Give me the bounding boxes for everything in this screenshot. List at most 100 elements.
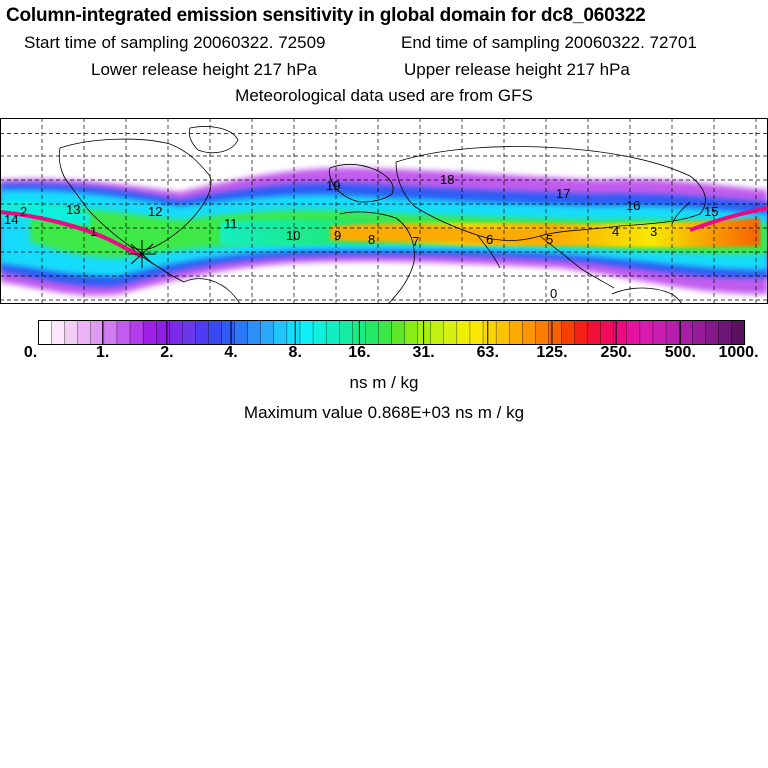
release-point-marker: [128, 240, 156, 268]
colorbar-cell: [142, 320, 157, 345]
colorbar-cell: [51, 320, 66, 345]
colorbar-cell: [430, 320, 445, 345]
colorbar-cell: [718, 320, 733, 345]
track-label: 15: [704, 204, 718, 219]
track-label: 0: [550, 286, 557, 301]
flight-track: [0, 206, 768, 268]
colorbar-cell: [731, 320, 746, 345]
track-label: 8: [368, 232, 375, 247]
colorbar-tick-label: 4.: [224, 344, 238, 361]
track-labels: 14 13 12 11 10 9 8 7 6 5 4 3 15 16 17 18…: [4, 172, 718, 301]
coast-greenland: [188, 126, 239, 154]
colorbar-tick-label: 250.: [600, 344, 632, 361]
colorbar-cell: [469, 320, 484, 345]
colorbar-tick-label: 63.: [476, 344, 499, 361]
colorbar-cell: [221, 320, 236, 345]
start-time-label: Start time of sampling 20060322. 72509: [24, 33, 326, 52]
colorbar-cell: [182, 320, 196, 345]
colorbar-cell: [155, 320, 170, 345]
colorbar-frame: [38, 320, 745, 345]
track-label: 17: [556, 186, 570, 201]
track-label: 4: [612, 224, 619, 239]
colorbar-cell: [77, 320, 92, 345]
colorbar-cell: [103, 320, 118, 345]
colorbar-cell: [378, 320, 393, 345]
track-label: 18: [440, 172, 454, 187]
colorbar-cell: [391, 320, 406, 345]
coastlines: [58, 126, 706, 304]
end-time-label: End time of sampling 20060322. 72701: [401, 33, 697, 52]
coast-asia: [395, 146, 706, 241]
colorbar-cell: [312, 320, 327, 345]
colorbar-cell: [665, 320, 680, 345]
track-label: 13: [66, 202, 80, 217]
track-label: 19: [326, 178, 340, 193]
colorbar-cell: [652, 320, 667, 345]
colorbar-tick-label: 500.: [664, 344, 696, 361]
graticule: [0, 118, 768, 304]
colorbar-cell: [365, 320, 380, 345]
colorbar-cell: [678, 320, 693, 345]
track-label: 5: [546, 232, 553, 247]
colorbar-cells: [38, 320, 746, 345]
colorbar-tick-label: 1000.: [718, 344, 759, 361]
sensitivity-map: 14 13 12 11 10 9 8 7 6 5 4 3 15 16 17 18…: [0, 118, 768, 304]
track-label: 1: [90, 224, 97, 239]
colorbar-cell: [260, 320, 275, 345]
colorbar-cell: [169, 320, 183, 345]
sensitivity-field: [0, 167, 768, 296]
colorbar-cell: [286, 320, 301, 345]
track-label: 6: [486, 232, 493, 247]
colorbar-tick-label: 2.: [160, 344, 174, 361]
track-label: 10: [286, 228, 300, 243]
track-label: 3: [650, 224, 657, 239]
track-label: 9: [334, 228, 341, 243]
colorbar-cell: [548, 320, 563, 345]
colorbar: [38, 320, 746, 345]
track-label: 12: [148, 204, 162, 219]
coast-africa: [339, 211, 415, 304]
colorbar-cell: [443, 320, 458, 345]
track-label: 7: [412, 234, 419, 249]
colorbar-cell: [339, 320, 353, 345]
plume-tail-left-cyan: [0, 200, 90, 226]
colorbar-cell: [495, 320, 510, 345]
plume-orange-hotspot: [330, 223, 560, 244]
track-label: 16: [626, 198, 640, 213]
colorbar-cell: [404, 320, 419, 345]
coast-japan: [671, 201, 691, 225]
track-label: 14: [4, 212, 18, 227]
colorbar-tick-label: 1.: [96, 344, 110, 361]
coast-south-america: [183, 278, 241, 304]
colorbar-cell: [456, 320, 471, 345]
met-data-label: Meteorological data used are from GFS: [235, 86, 533, 105]
coast-europe: [328, 164, 394, 203]
upper-release-height-label: Upper release height 217 hPa: [404, 60, 630, 79]
coast-southeast-asia: [539, 235, 615, 289]
flight-track-line-east: [689, 206, 768, 232]
lower-release-height-label: Lower release height 217 hPa: [91, 60, 317, 79]
colorbar-cell: [482, 320, 497, 345]
colorbar-cell: [600, 320, 615, 345]
colorbar-units: ns m / kg: [349, 373, 419, 392]
track-label: 2: [20, 204, 27, 219]
colorbar-tick-label: 8.: [288, 344, 302, 361]
colorbar-cell: [561, 320, 576, 345]
colorbar-tick-label: 0.: [23, 344, 38, 361]
colorbar-cell: [587, 320, 602, 345]
flight-track-line: [0, 210, 143, 258]
colorbar-cell: [626, 320, 641, 345]
colorbar-cell: [116, 320, 131, 345]
colorbar-tick-label: 125.: [536, 344, 568, 361]
colorbar-cell: [325, 320, 340, 345]
colorbar-cell: [38, 320, 53, 345]
colorbar-tick-label: 31.: [412, 344, 435, 361]
colorbar-cell: [234, 320, 249, 345]
colorbar-cell: [508, 320, 523, 345]
colorbar-major-ticks: [38, 320, 745, 345]
track-label: 11: [224, 216, 238, 231]
colorbar-cell: [574, 320, 589, 345]
plot-title: Column-integrated emission sensitivity i…: [6, 5, 646, 26]
coast-north-america: [58, 138, 212, 250]
colorbar-cell: [195, 320, 210, 345]
